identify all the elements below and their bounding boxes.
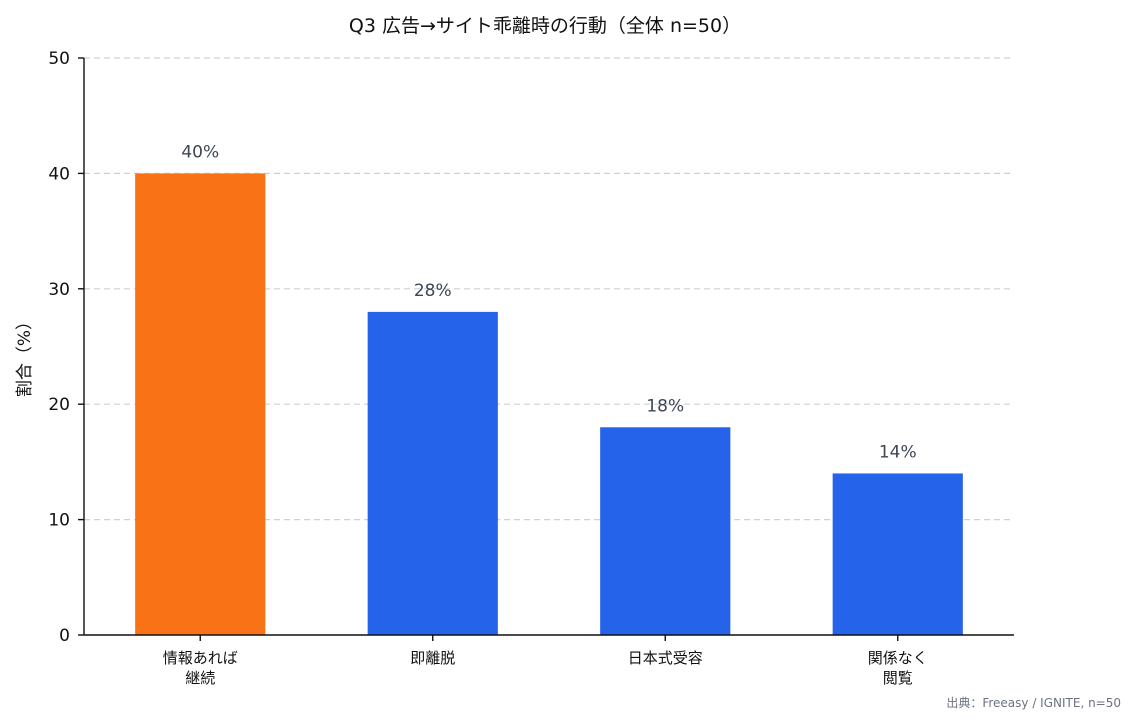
bar-value-label: 14% <box>879 442 917 462</box>
y-tick-label: 50 <box>48 49 70 69</box>
bars <box>135 173 963 635</box>
x-tick-label: 関係なく閲覧 <box>868 649 928 687</box>
y-axis-label: 割合（%） <box>15 313 35 397</box>
y-axis-ticks: 0 10 20 30 40 50 <box>48 49 84 646</box>
y-tick-label: 20 <box>48 395 70 415</box>
bar <box>832 473 963 635</box>
y-tick-label: 0 <box>59 626 70 646</box>
x-axis-ticks: 情報あれば継続 即離脱 日本式受容 関係なく閲覧 <box>163 635 928 687</box>
x-tick-label: 即離脱 <box>410 649 455 667</box>
x-tick-label: 情報あれば継続 <box>163 649 238 687</box>
x-tick-label: 日本式受容 <box>628 649 703 667</box>
bar <box>367 311 498 635</box>
bar-value-label: 28% <box>414 281 452 301</box>
bar <box>600 427 731 635</box>
y-tick-label: 30 <box>48 280 70 300</box>
source-note: 出典：Freeasy / IGNITE, n=50 <box>946 696 1121 710</box>
bar-value-label: 40% <box>181 142 219 162</box>
bar-value-label: 18% <box>646 396 684 416</box>
chart-title: Q3 広告→サイト乖離時の行動（全体 n=50） <box>349 15 741 37</box>
y-tick-label: 40 <box>48 164 70 184</box>
data-labels: 40% 28% 18% 14% <box>181 142 916 462</box>
y-tick-label: 10 <box>48 511 70 531</box>
bar <box>135 173 266 635</box>
